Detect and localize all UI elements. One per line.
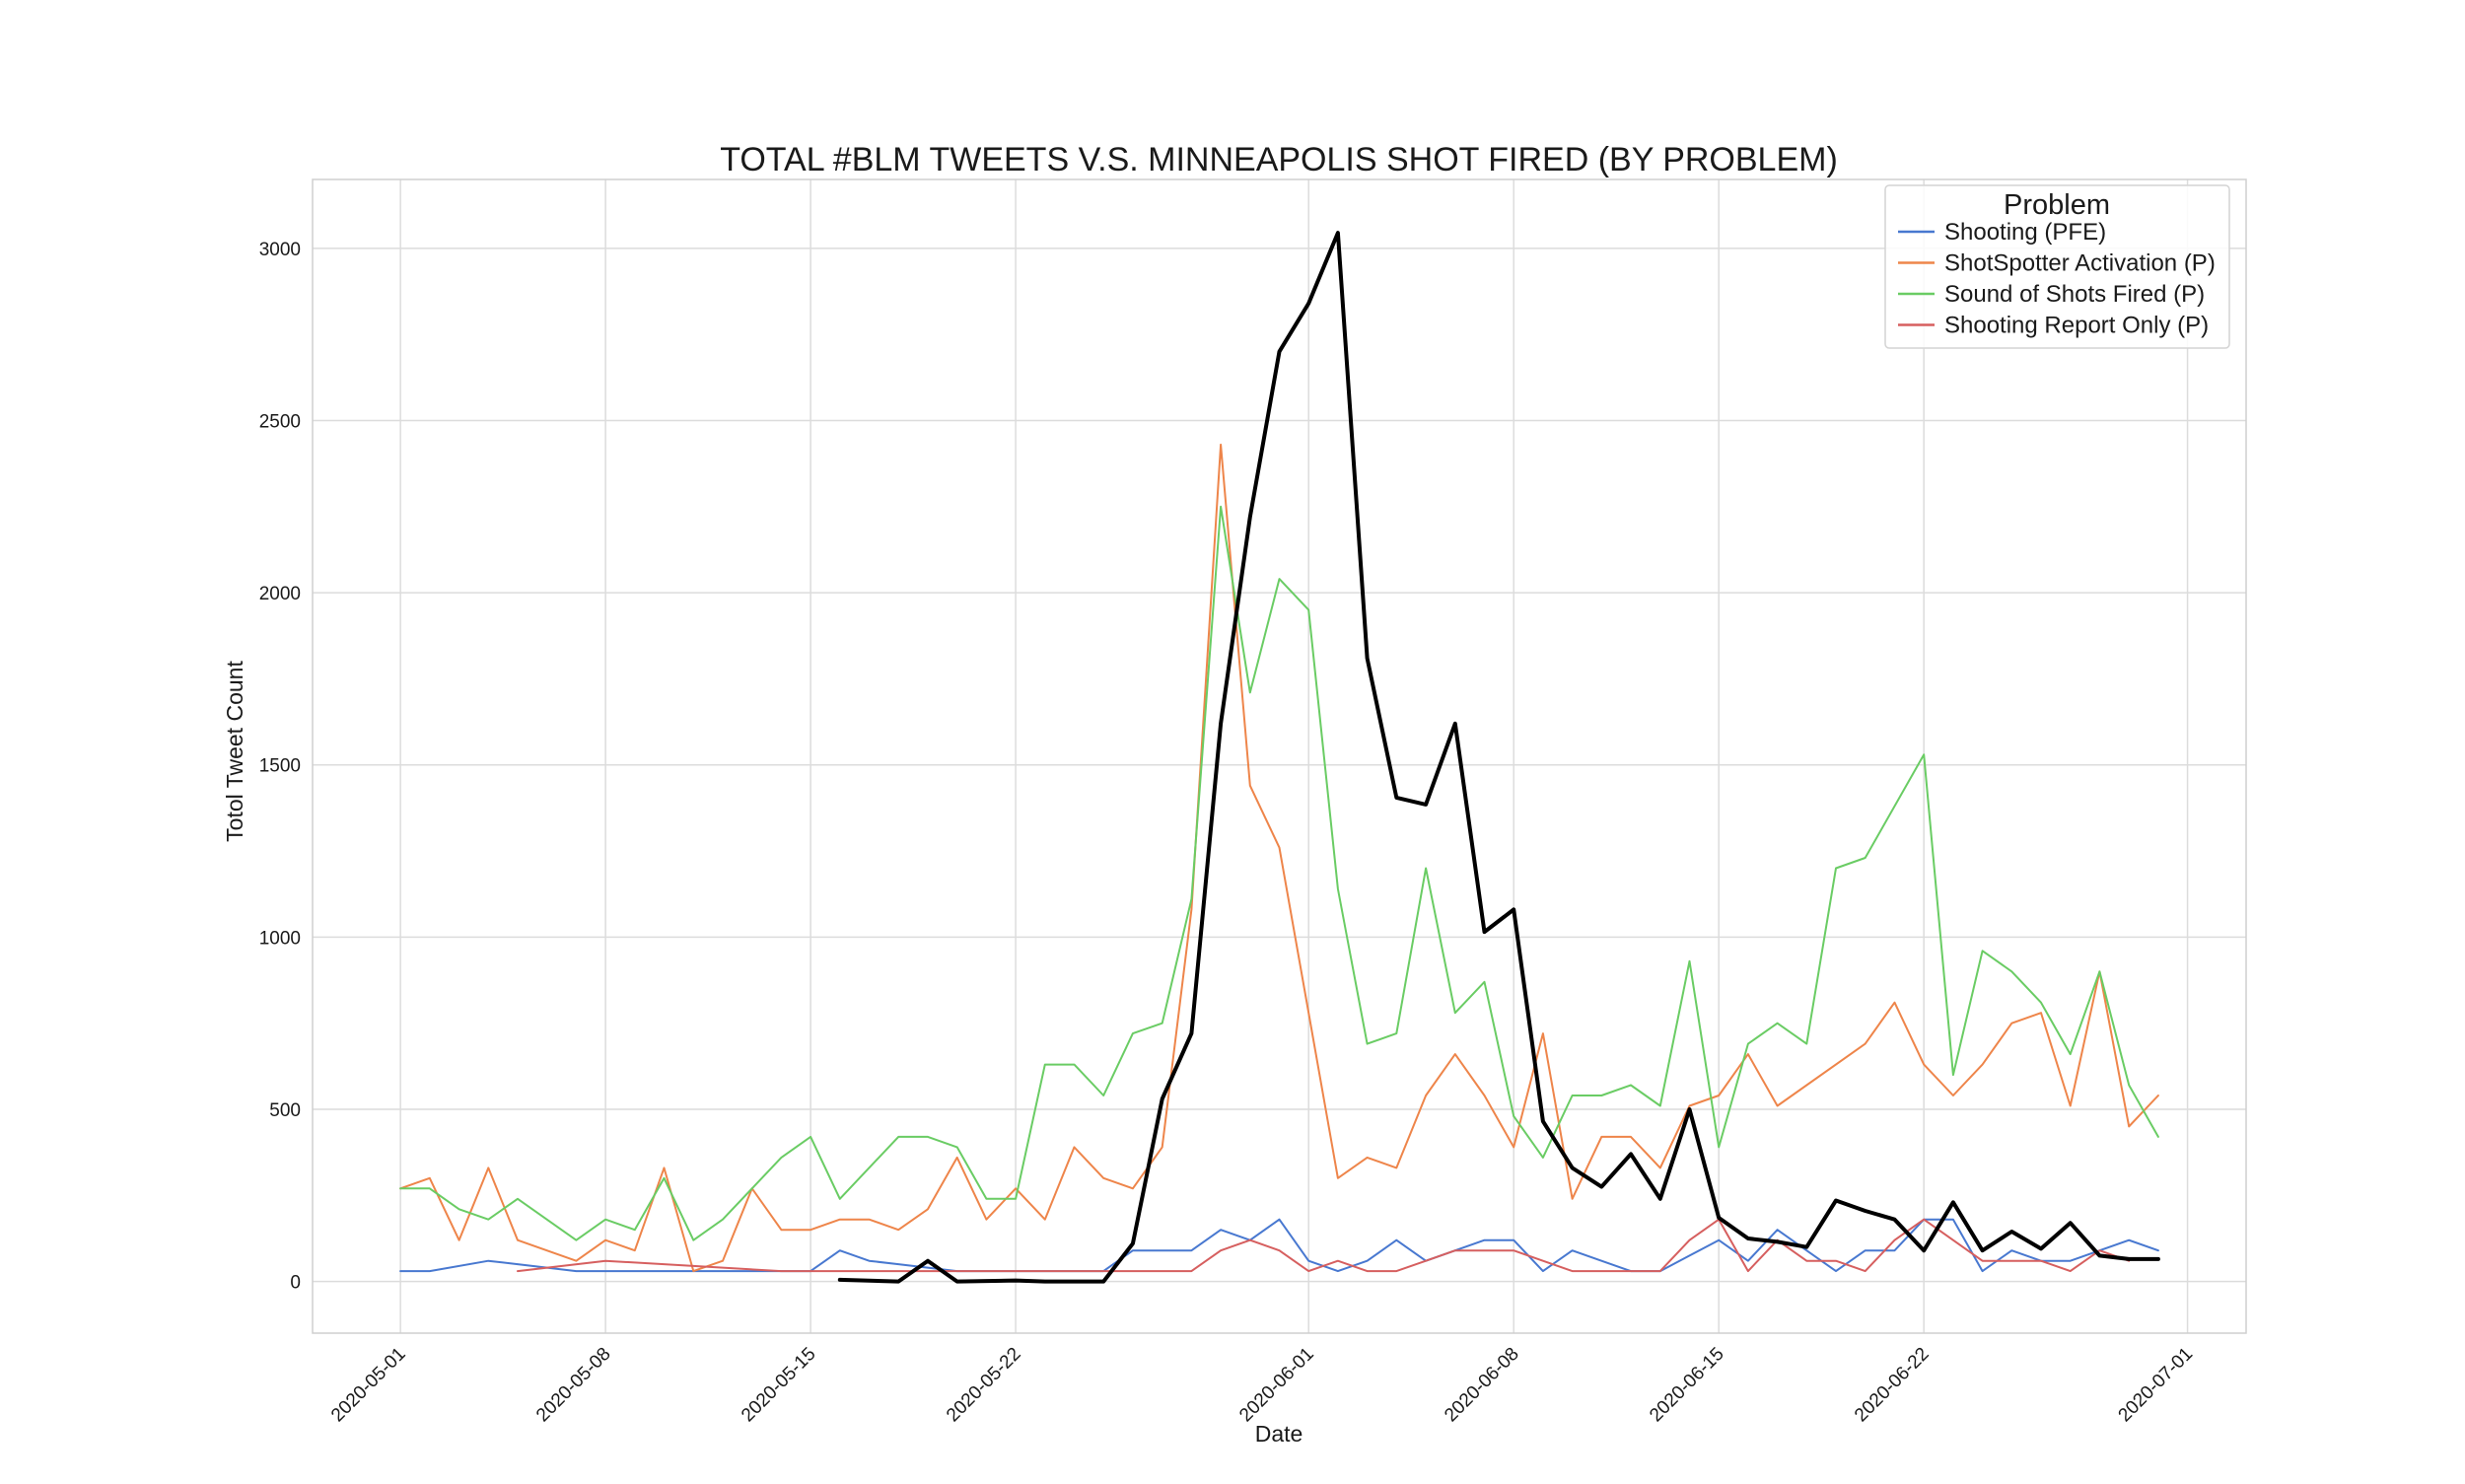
- y-tick-label: 1500: [259, 756, 301, 777]
- chart-title: TOTAL #BLM TWEETS V.S. MINNEAPOLIS SHOT …: [720, 141, 1838, 178]
- legend-label: Sound of Shots Fired (P): [1944, 281, 2205, 308]
- series-line-total-blm-tweets: [837, 231, 2160, 1284]
- legend-label: ShotSpotter Activation (P): [1944, 250, 2216, 277]
- plot-frame: [312, 178, 2247, 1334]
- y-tick-label: 2000: [259, 584, 301, 604]
- y-tick-label: 1000: [259, 928, 301, 949]
- legend-label: Shooting Report Only (P): [1944, 313, 2209, 339]
- y-tick-label: 500: [269, 1100, 301, 1121]
- grid: [313, 179, 2246, 1333]
- y-tick-label: 2500: [259, 411, 301, 432]
- series-line-sound-of-shots-fired-p: [399, 505, 2159, 1241]
- series-line-shooting-report-only-p: [517, 1218, 2131, 1273]
- legend-items: Shooting (PFE) ShotSpotter Activation (P)…: [1898, 219, 2216, 339]
- series-lines: [399, 231, 2160, 1284]
- x-axis-label: Date: [1255, 1421, 1303, 1447]
- y-axis-label: Totol Tweet Count: [222, 661, 247, 842]
- legend-item-sound-of-shots-fired-p: Sound of Shots Fired (P): [1898, 281, 2205, 308]
- series-line-shotspotter-activation-p: [399, 443, 2159, 1273]
- y-tick-label: 3000: [259, 240, 301, 260]
- legend: Problem Shooting (PFE) ShotSpotter Activa…: [1884, 184, 2230, 349]
- legend-box: [1884, 184, 2230, 349]
- legend-label: Shooting (PFE): [1944, 219, 2106, 246]
- legend-item-shotspotter-activation-p: ShotSpotter Activation (P): [1898, 250, 2216, 277]
- series-line-shooting-pfe: [399, 1218, 2159, 1273]
- legend-title: Problem: [2004, 189, 2110, 221]
- legend-item-shooting-pfe: Shooting (PFE): [1898, 219, 2106, 246]
- legend-item-shooting-report-only-p: Shooting Report Only (P): [1898, 313, 2209, 339]
- y-tick-label: 0: [290, 1273, 301, 1294]
